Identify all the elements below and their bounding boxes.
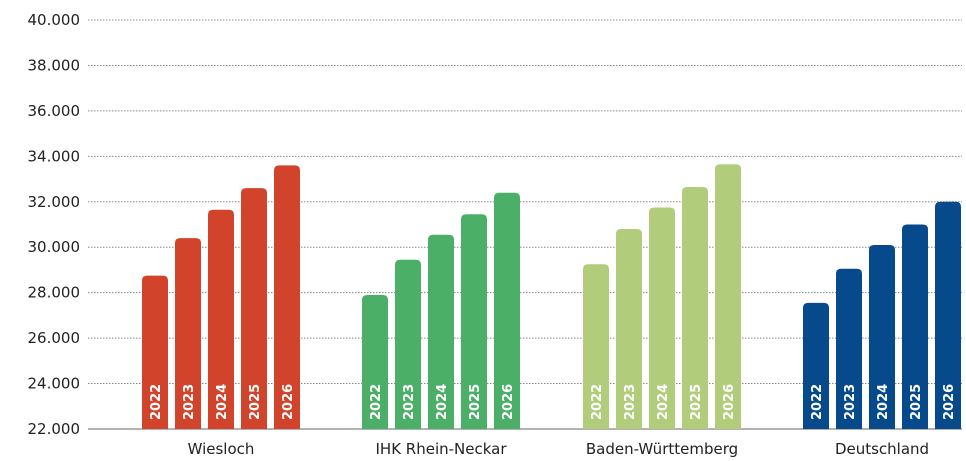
bars: 2022 2023 2024 2025 2026 2022 2023 2024 2025 2026… xyxy=(142,164,961,429)
category-label: Wiesloch xyxy=(188,440,255,458)
bar xyxy=(836,268,862,429)
bar-group: 2022 2023 2024 2025 2026 xyxy=(362,192,520,429)
bar-year-label: 2024 xyxy=(656,384,671,420)
bar xyxy=(583,264,609,429)
bar xyxy=(935,201,961,429)
category-label: Deutschland xyxy=(835,440,929,458)
y-tick-label: 28.000 xyxy=(28,284,81,302)
bar-year-label: 2022 xyxy=(149,384,164,420)
y-tick-label: 38.000 xyxy=(28,56,81,74)
bar xyxy=(803,302,829,429)
bar xyxy=(494,192,520,429)
bar-year-label: 2023 xyxy=(182,384,197,420)
bar-year-label: 2026 xyxy=(942,384,957,420)
bar xyxy=(715,164,741,429)
bar xyxy=(616,229,642,429)
y-tick-label: 36.000 xyxy=(28,102,81,120)
y-tick-label: 22.000 xyxy=(28,420,81,438)
bar xyxy=(461,214,487,429)
bar-year-label: 2024 xyxy=(876,384,891,420)
bar xyxy=(142,275,168,429)
bar-year-label: 2022 xyxy=(810,384,825,420)
bar xyxy=(902,224,928,429)
bar xyxy=(362,294,388,429)
bar-year-label: 2026 xyxy=(501,384,516,420)
bar-year-label: 2025 xyxy=(468,384,483,420)
y-axis-ticks: 22.000 24.000 26.000 28.000 30.000 32.000 34.0… xyxy=(28,11,81,438)
bar xyxy=(649,207,675,429)
bar-group: 2022 2023 2024 2025 2026 xyxy=(142,165,300,429)
bar-year-label: 2024 xyxy=(435,384,450,420)
bar-year-label: 2022 xyxy=(590,384,605,420)
y-tick-label: 24.000 xyxy=(28,375,81,393)
bar xyxy=(208,209,234,429)
bar-year-label: 2023 xyxy=(623,384,638,420)
bar xyxy=(274,165,300,429)
bar-group: 2022 2023 2024 2025 2026 xyxy=(803,201,961,429)
bar xyxy=(395,259,421,429)
bar-year-label: 2023 xyxy=(402,384,417,420)
bar-year-label: 2025 xyxy=(689,384,704,420)
y-tick-label: 40.000 xyxy=(28,11,81,29)
bar-year-label: 2024 xyxy=(215,384,230,420)
bar-year-label: 2022 xyxy=(369,384,384,420)
y-tick-label: 34.000 xyxy=(28,147,81,165)
bar xyxy=(175,238,201,429)
bar xyxy=(241,188,267,429)
bar-year-label: 2025 xyxy=(248,384,263,420)
y-tick-label: 32.000 xyxy=(28,193,81,211)
y-tick-label: 26.000 xyxy=(28,329,81,347)
bar xyxy=(682,187,708,429)
bar-group: 2022 2023 2024 2025 2026 xyxy=(583,164,741,429)
category-label: Baden-Württemberg xyxy=(586,440,738,458)
category-labels: Wiesloch IHK Rhein-Neckar Baden-Württember… xyxy=(188,440,929,458)
bar-year-label: 2026 xyxy=(281,384,296,420)
bar xyxy=(869,244,895,429)
bar-year-label: 2025 xyxy=(909,384,924,420)
y-tick-label: 30.000 xyxy=(28,238,81,256)
bar xyxy=(428,234,454,429)
bar-year-label: 2026 xyxy=(722,384,737,420)
bar-year-label: 2023 xyxy=(843,384,858,420)
category-label: IHK Rhein-Neckar xyxy=(375,440,507,458)
